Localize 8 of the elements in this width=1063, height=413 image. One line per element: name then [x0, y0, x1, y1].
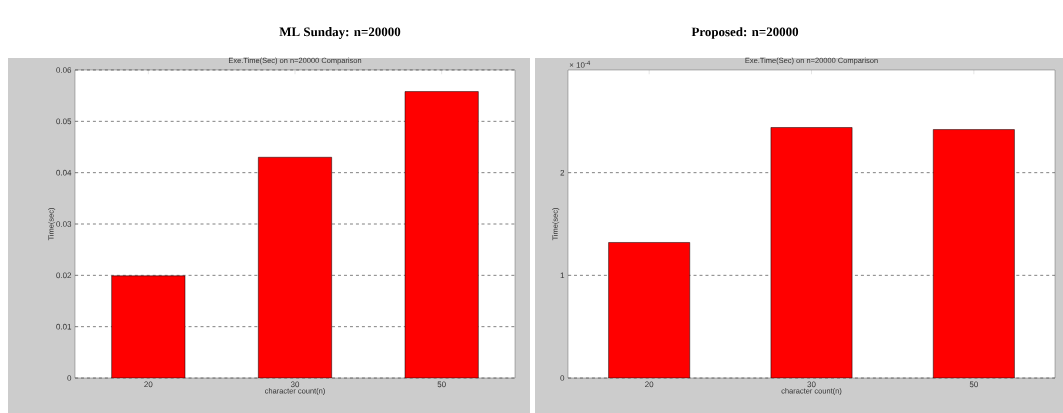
bar	[770, 127, 853, 378]
chart-title: ML Sunday: n=20000	[279, 27, 401, 39]
bar	[258, 157, 332, 378]
bar	[404, 91, 479, 378]
bar	[608, 242, 691, 378]
bar	[111, 275, 186, 378]
bar	[933, 129, 1015, 378]
chart-title: Proposed: n=20000	[691, 27, 799, 39]
